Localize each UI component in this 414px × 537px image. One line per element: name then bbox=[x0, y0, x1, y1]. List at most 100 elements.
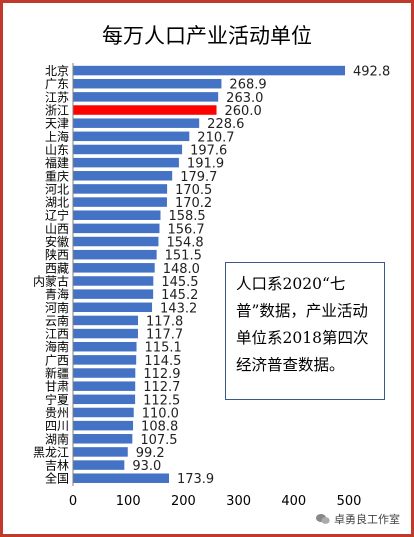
value-label-26: 110.0 bbox=[142, 406, 179, 421]
value-label-30: 93.0 bbox=[132, 459, 161, 474]
x-tick-label-5: 500 bbox=[337, 494, 362, 509]
bar-19 bbox=[73, 315, 139, 326]
watermark: 卓勇良工作室 bbox=[316, 511, 400, 527]
bar-15 bbox=[73, 263, 155, 273]
value-label-22: 114.5 bbox=[144, 354, 181, 369]
x-tick-label-1: 100 bbox=[116, 494, 141, 509]
x-tick-label-4: 400 bbox=[281, 494, 306, 509]
bar-3 bbox=[73, 105, 217, 115]
value-label-20: 117.7 bbox=[146, 328, 183, 343]
value-label-18: 143.2 bbox=[160, 301, 197, 316]
category-label-29: 黑龙江 bbox=[33, 445, 69, 459]
value-label-14: 151.5 bbox=[165, 249, 202, 264]
category-label-14: 陕西 bbox=[45, 247, 69, 262]
bar-9 bbox=[73, 184, 168, 194]
value-label-27: 108.8 bbox=[141, 420, 178, 435]
category-label-30: 吉林 bbox=[45, 459, 69, 473]
category-label-4: 天津 bbox=[45, 117, 69, 131]
value-label-4: 228.6 bbox=[207, 117, 244, 132]
value-label-24: 112.7 bbox=[143, 380, 180, 395]
bar-11 bbox=[73, 210, 161, 220]
category-label-10: 湖北 bbox=[45, 195, 69, 210]
bar-31 bbox=[73, 473, 169, 483]
category-label-15: 西藏 bbox=[45, 261, 69, 275]
wechat-icon bbox=[316, 513, 330, 525]
category-label-24: 甘肃 bbox=[45, 380, 69, 394]
value-label-11: 158.5 bbox=[168, 209, 205, 224]
bar-2 bbox=[73, 92, 219, 102]
bar-17 bbox=[73, 289, 154, 299]
x-tick-label-3: 300 bbox=[226, 494, 251, 509]
category-labels-group: 北京广东江苏浙江天津上海山东福建重庆河北湖北辽宁山西安徽陕西西藏内蒙古青海河南云… bbox=[33, 64, 69, 486]
category-label-5: 上海 bbox=[45, 129, 69, 144]
bar-28 bbox=[73, 434, 133, 444]
bar-0 bbox=[73, 65, 346, 76]
bar-25 bbox=[73, 394, 136, 405]
value-label-13: 154.8 bbox=[166, 236, 203, 251]
value-label-23: 112.9 bbox=[143, 367, 180, 382]
watermark-text: 卓勇良工作室 bbox=[334, 513, 400, 526]
bar-22 bbox=[73, 355, 137, 365]
category-label-3: 浙江 bbox=[45, 104, 69, 118]
category-label-8: 重庆 bbox=[45, 169, 69, 183]
value-label-1: 268.9 bbox=[229, 78, 266, 93]
value-label-7: 191.9 bbox=[187, 157, 224, 172]
bar-14 bbox=[73, 249, 157, 260]
chart-title: 每万人口产业活动单位 bbox=[102, 24, 312, 48]
bar-8 bbox=[73, 171, 173, 181]
value-labels-group: 492.8 268.9263.0260.0228.6210.7197.6191.9… bbox=[132, 65, 390, 488]
value-label-0: 492.8 bbox=[353, 65, 390, 80]
bars-group bbox=[73, 65, 346, 483]
category-label-1: 广东 bbox=[45, 77, 69, 91]
category-label-19: 云南 bbox=[45, 313, 69, 328]
category-label-16: 内蒙古 bbox=[33, 273, 69, 288]
value-label-10: 170.2 bbox=[175, 196, 212, 211]
value-label-16: 145.5 bbox=[161, 275, 198, 290]
category-label-21: 海南 bbox=[45, 339, 69, 354]
category-label-6: 山东 bbox=[45, 143, 69, 157]
bar-23 bbox=[73, 368, 136, 378]
bar-20 bbox=[73, 328, 138, 339]
value-label-31: 173.9 bbox=[177, 472, 214, 487]
category-label-2: 江苏 bbox=[45, 90, 69, 104]
value-label-25: 112.5 bbox=[143, 393, 180, 408]
bar-30 bbox=[73, 460, 125, 470]
category-label-20: 江西 bbox=[45, 327, 69, 341]
bar-12 bbox=[73, 223, 160, 234]
category-label-22: 广西 bbox=[45, 353, 69, 367]
category-label-28: 湖南 bbox=[45, 431, 69, 446]
category-label-31: 全国 bbox=[45, 471, 69, 486]
value-label-29: 99.2 bbox=[136, 446, 165, 461]
category-label-23: 新疆 bbox=[45, 366, 69, 381]
value-label-5: 210.7 bbox=[197, 130, 234, 145]
category-label-13: 安徽 bbox=[45, 234, 69, 249]
bar-7 bbox=[73, 157, 179, 168]
category-label-18: 河南 bbox=[45, 300, 69, 315]
bar-27 bbox=[73, 420, 134, 431]
bar-29 bbox=[73, 447, 128, 457]
bar-26 bbox=[73, 407, 134, 418]
value-label-2: 263.0 bbox=[226, 91, 263, 106]
category-label-9: 河北 bbox=[45, 182, 69, 196]
category-label-25: 宁夏 bbox=[45, 392, 69, 407]
bar-16 bbox=[73, 276, 154, 286]
category-label-27: 四川 bbox=[45, 419, 69, 433]
x-tick-label-2: 200 bbox=[171, 494, 196, 509]
category-label-26: 贵州 bbox=[45, 406, 69, 420]
note-text: 人口系2020“七普”数据，产业活动单位系2018第四次经济普查数据。 bbox=[236, 275, 369, 374]
value-label-6: 197.6 bbox=[190, 143, 227, 158]
bar-1 bbox=[73, 78, 222, 89]
x-tick-labels-group: 0 100 200 300 400 500 bbox=[69, 494, 362, 509]
value-label-17: 145.2 bbox=[161, 288, 198, 303]
value-label-15: 148.0 bbox=[163, 262, 200, 277]
value-label-9: 170.5 bbox=[175, 183, 212, 198]
value-label-19: 117.8 bbox=[146, 314, 183, 329]
x-tick-label-0: 0 bbox=[69, 494, 77, 509]
bar-18 bbox=[73, 302, 153, 313]
category-label-11: 辽宁 bbox=[45, 208, 69, 223]
category-label-17: 青海 bbox=[45, 287, 69, 302]
note-box: 人口系2020“七普”数据，产业活动单位系2018第四次经济普查数据。 bbox=[225, 262, 385, 400]
value-label-12: 156.7 bbox=[167, 222, 204, 237]
category-label-12: 山西 bbox=[45, 222, 69, 236]
bar-6 bbox=[73, 144, 183, 155]
